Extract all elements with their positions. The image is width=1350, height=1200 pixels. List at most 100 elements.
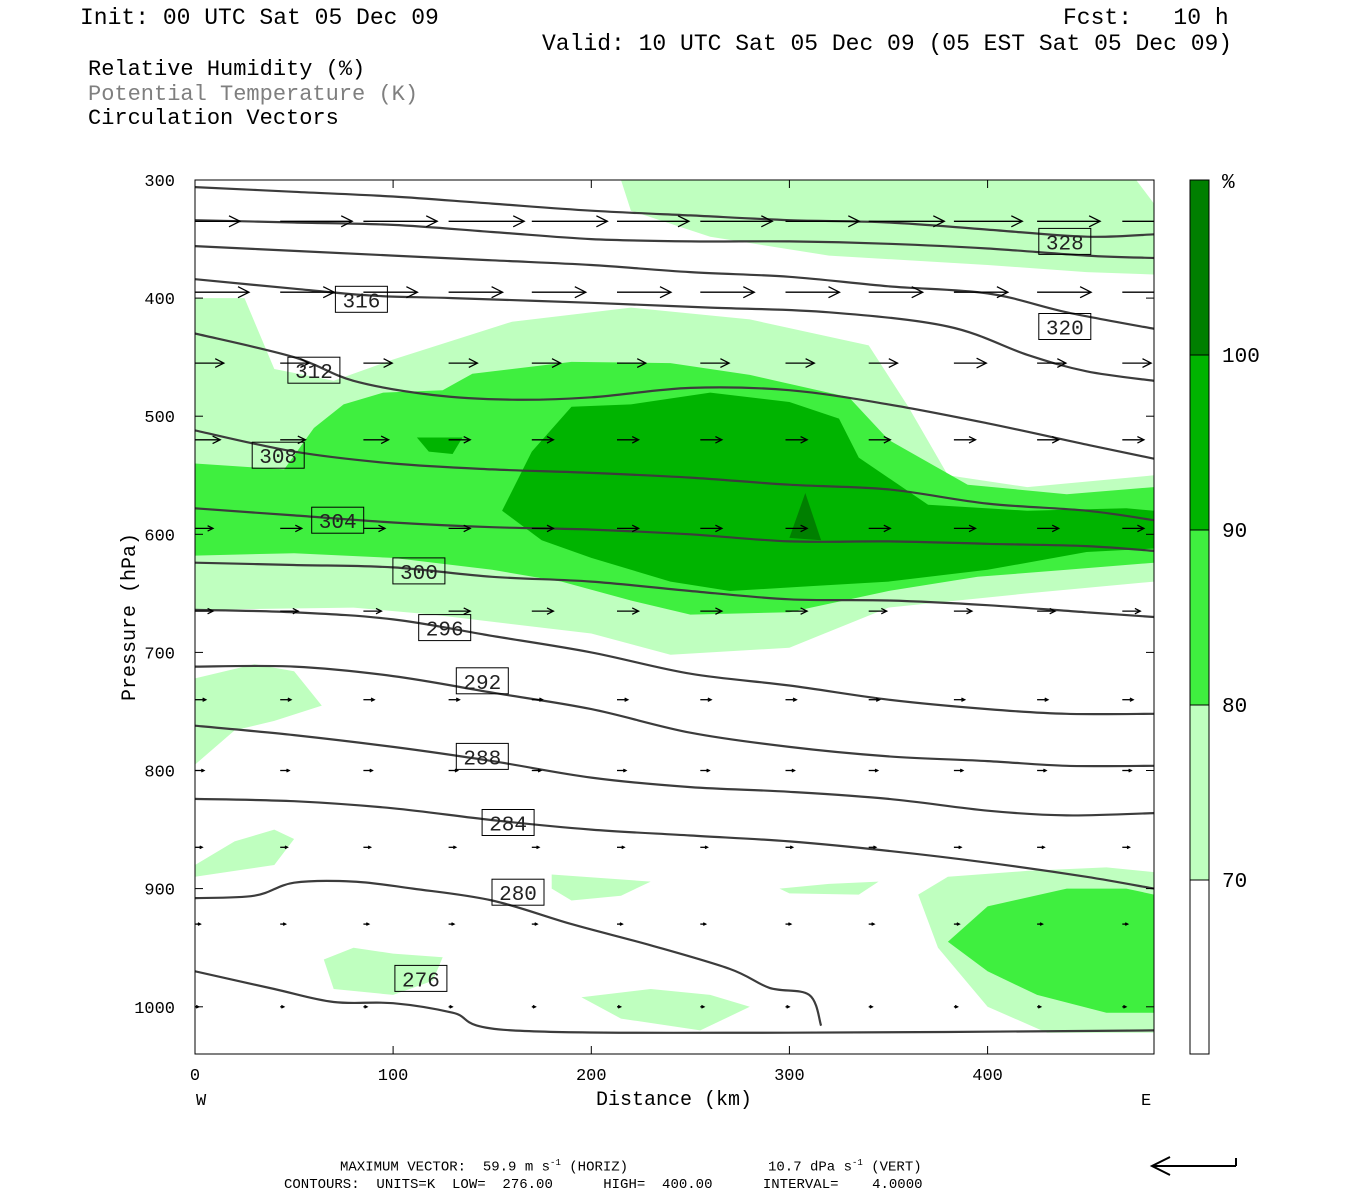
vector-0-3 [448, 215, 526, 228]
max-vector-vert: 10.7 dPa s-1 (VERT) [768, 1158, 922, 1176]
vector-4-11 [1122, 524, 1146, 533]
vector-9-4 [531, 922, 539, 926]
svg-text:284: 284 [489, 815, 527, 838]
x-tick-label-400: 400 [972, 1067, 1003, 1086]
theta-contour-316 [195, 278, 1154, 382]
rh-region-70-3 [195, 664, 322, 765]
circulation-vectors [195, 215, 1154, 1009]
vector-2-8 [868, 358, 899, 368]
contour-label-320: 320 [1038, 313, 1092, 342]
vector-3-9 [953, 436, 977, 444]
vector-0-5 [617, 215, 691, 228]
svg-text:280: 280 [499, 884, 537, 907]
vector-0-0 [195, 215, 242, 228]
vector-10-3 [448, 1004, 454, 1009]
vector-8-10 [1037, 845, 1046, 850]
vector-1-4 [531, 286, 588, 299]
x-tick-label-200: 200 [576, 1067, 607, 1086]
rh-region-70-7 [779, 881, 879, 895]
vector-6-7 [785, 697, 798, 702]
svg-text:288: 288 [463, 748, 501, 771]
vector-5-7 [785, 607, 809, 615]
vector-9-2 [363, 922, 371, 926]
svg-text:328: 328 [1046, 233, 1084, 256]
vector-2-9 [953, 357, 988, 369]
x-tick-label-100: 100 [378, 1067, 409, 1086]
contour-label-292: 292 [455, 667, 509, 696]
valid-time: Valid: 10 UTC Sat 05 Dec 09 (05 EST Sat … [542, 31, 1233, 57]
vector-9-0 [195, 922, 202, 926]
vector-8-0 [195, 845, 204, 850]
theta-contour-288 [195, 724, 1154, 817]
theta-contour-328 [195, 186, 1154, 238]
theta-contour-320 [195, 245, 1154, 330]
east-label: E [1141, 1092, 1151, 1111]
y-tick-label-900: 900 [144, 882, 175, 901]
svg-text:312: 312 [295, 362, 333, 385]
theta-contour-312 [195, 332, 1154, 460]
vector-3-3 [448, 436, 472, 444]
contour-label-328: 328 [1038, 227, 1092, 256]
vector-1-3 [448, 286, 505, 299]
vector-2-6 [700, 358, 731, 368]
vector-6-1 [280, 697, 293, 702]
y-tick-label-400: 400 [144, 291, 175, 310]
vector-8-3 [448, 845, 458, 850]
vector-4-3 [448, 524, 472, 533]
colorbar-label-90: 90 [1222, 521, 1247, 544]
vector-9-11 [1122, 922, 1130, 926]
vector-6-6 [700, 697, 713, 702]
vector-10-11 [1122, 1004, 1128, 1009]
vector-9-6 [700, 922, 708, 926]
vector-6-11 [1122, 697, 1135, 702]
vector-7-7 [785, 768, 796, 773]
vector-7-10 [1037, 768, 1048, 773]
vector-9-9 [953, 922, 961, 926]
vector-8-9 [953, 845, 963, 850]
vector-7-1 [280, 768, 291, 773]
vector-10-5 [617, 1004, 623, 1009]
vector-1-1 [280, 286, 336, 299]
vector-7-4 [531, 768, 543, 773]
svg-text:292: 292 [463, 673, 501, 696]
rh-region-70-4 [195, 829, 295, 877]
theta-contour-304 [195, 507, 1154, 552]
rh-region-70-2 [621, 180, 1154, 275]
vector-7-6 [700, 768, 711, 773]
y-tick-label-800: 800 [144, 764, 175, 783]
vector-10-7 [785, 1004, 791, 1009]
theta-contour-308 [195, 429, 1154, 522]
vector-7-8 [868, 768, 880, 773]
contour-label-280: 280 [491, 878, 545, 907]
vector-1-9 [953, 286, 1010, 299]
vector-3-4 [531, 436, 555, 444]
vector-5-10 [1037, 607, 1057, 615]
vector-8-8 [868, 845, 878, 850]
contours-info: CONTOURS: UNITS=K LOW= 276.00 HIGH= 400.… [284, 1177, 923, 1193]
west-label: W [196, 1092, 207, 1111]
vector-5-0 [195, 607, 215, 615]
vector-7-11 [1122, 768, 1133, 773]
vector-4-4 [531, 524, 555, 533]
colorbar-label-100: 100 [1222, 346, 1260, 369]
vector-0-1 [280, 215, 354, 228]
contour-labels: 276 280 284 288 292 296 300 304 308 312 316 320 328 [251, 227, 1092, 993]
vector-3-11 [1122, 436, 1146, 444]
svg-text:320: 320 [1046, 319, 1084, 342]
contour-label-296: 296 [418, 614, 472, 643]
contour-label-276: 276 [394, 964, 448, 993]
contour-label-300: 300 [392, 557, 446, 586]
contour-label-308: 308 [251, 441, 305, 470]
vector-2-1 [280, 358, 311, 368]
contour-label-316: 316 [334, 285, 388, 314]
colorbar-unit: % [1222, 172, 1235, 195]
vector-4-5 [617, 524, 641, 533]
colorbar: % 100 90 80 70 [1189, 172, 1260, 1055]
vector-3-10 [1037, 436, 1061, 444]
vector-9-1 [280, 922, 288, 926]
vector-10-10 [1037, 1004, 1043, 1009]
max-vector-arrow [1149, 1156, 1237, 1176]
vector-0-10 [1037, 215, 1102, 228]
vector-2-10 [1037, 358, 1068, 368]
vector-4-9 [953, 524, 977, 533]
